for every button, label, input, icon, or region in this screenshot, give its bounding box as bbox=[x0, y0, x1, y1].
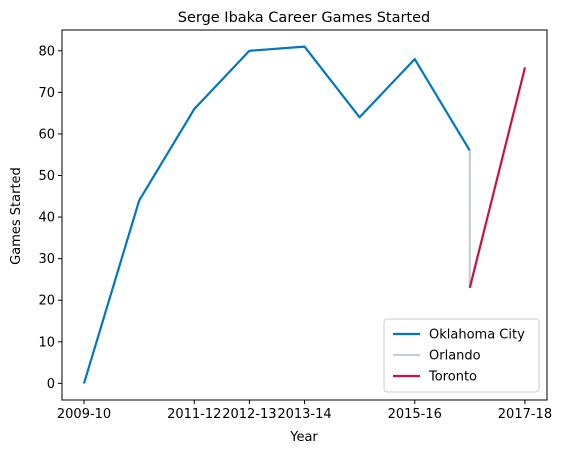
chart-title: Serge Ibaka Career Games Started bbox=[178, 10, 431, 26]
y-axis-title: Games Started bbox=[9, 167, 24, 265]
y-tick-label: 50 bbox=[38, 169, 55, 184]
series-line-toronto bbox=[468, 67, 527, 289]
legend-label: Orlando bbox=[429, 349, 481, 364]
x-tick-label: 2015-16 bbox=[388, 407, 442, 422]
series-line-oklahoma-city bbox=[82, 45, 471, 384]
y-tick-label: 30 bbox=[38, 252, 55, 267]
legend: Oklahoma City Orlando Toronto bbox=[383, 318, 540, 393]
legend-label: Oklahoma City bbox=[429, 328, 525, 343]
x-tick-label: 2013-14 bbox=[277, 407, 331, 422]
y-axis: 0 10 20 30 40 50 60 70 80 bbox=[38, 44, 62, 392]
y-tick-label: 0 bbox=[47, 377, 55, 392]
legend-box bbox=[383, 318, 540, 393]
x-tick-label: 2017-18 bbox=[498, 407, 552, 422]
x-tick-label: 2012-13 bbox=[222, 407, 276, 422]
y-tick-label: 70 bbox=[38, 86, 55, 101]
y-tick-label: 10 bbox=[38, 335, 55, 350]
legend-label: Toronto bbox=[428, 370, 477, 385]
y-tick-label: 80 bbox=[38, 44, 55, 59]
y-tick-label: 60 bbox=[38, 127, 55, 142]
x-tick-label: 2011-12 bbox=[167, 407, 221, 422]
x-tick-label: 2009-10 bbox=[57, 407, 111, 422]
x-axis: 2009-10 2011-12 2012-13 2013-14 2015-16 2017-… bbox=[57, 400, 552, 422]
y-tick-label: 20 bbox=[38, 294, 55, 309]
y-tick-label: 40 bbox=[38, 211, 55, 226]
x-axis-title: Year bbox=[289, 430, 318, 445]
